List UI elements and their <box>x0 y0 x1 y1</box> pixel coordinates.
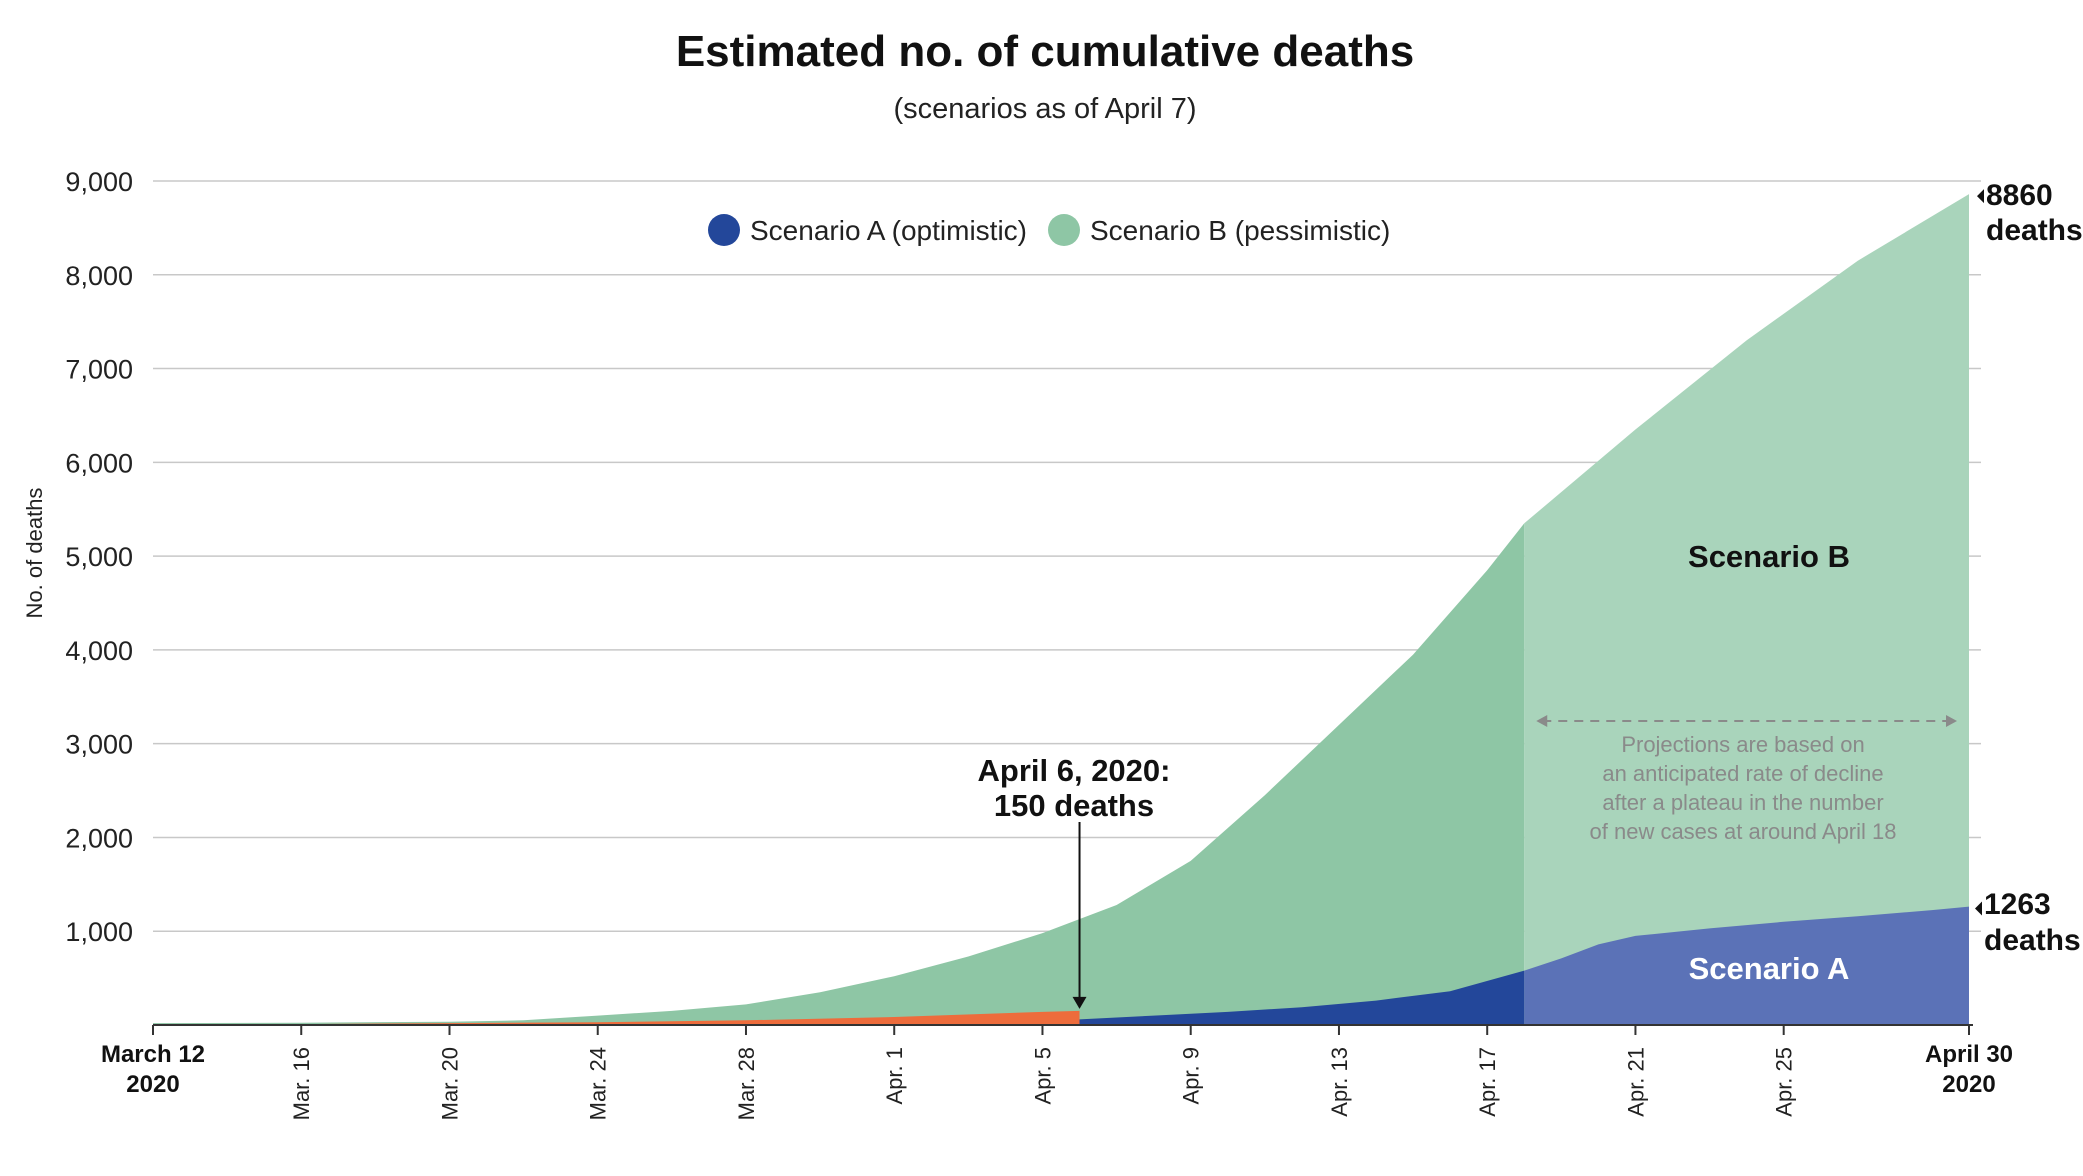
x-tick-label: March 12 <box>101 1041 205 1068</box>
scenario-a-area-projected-period <box>1524 906 1969 1025</box>
scenario-a-area-observed-period <box>1079 970 1525 1025</box>
y-tick-label: 6,000 <box>65 448 133 478</box>
y-tick-label: 1,000 <box>65 917 133 947</box>
y-axis-label: No. of deaths <box>22 488 47 619</box>
x-tick-label: Mar. 24 <box>586 1047 611 1120</box>
projection-note-line-3: after a plateau in the number <box>1602 790 1883 815</box>
end-b-value: 8860 <box>1986 179 2053 212</box>
end-b-pointer <box>1977 189 1984 204</box>
legend-swatch-scenario-a <box>708 214 740 246</box>
y-tick-label: 4,000 <box>65 636 133 666</box>
projection-note-line-2: an anticipated rate of decline <box>1602 761 1883 786</box>
projection-note-line-4: of new cases at around April 18 <box>1590 819 1897 844</box>
scenario-b-area-observed-period <box>153 523 1525 1025</box>
end-b-unit: deaths <box>1986 214 2083 247</box>
projection-arrow-right-head <box>1946 715 1957 727</box>
april6-arrow-head <box>1072 996 1087 1009</box>
legend-label-scenario-b: Scenario B (pessimistic) <box>1090 215 1390 246</box>
end-a-unit: deaths <box>1984 924 2081 957</box>
actual-deaths-area <box>153 1010 1080 1025</box>
x-tick-label: Apr. 5 <box>1030 1047 1055 1104</box>
x-tick-label: Apr. 9 <box>1179 1047 1204 1104</box>
april6-annotation-line2: 150 deaths <box>994 788 1154 823</box>
y-tick-label: 7,000 <box>65 355 133 385</box>
legend-label-scenario-a: Scenario A (optimistic) <box>750 215 1027 246</box>
x-tick-label: Apr. 13 <box>1327 1047 1352 1117</box>
april6-annotation-line1: April 6, 2020: <box>978 753 1171 788</box>
x-tick-label: April 30 <box>1925 1041 2013 1068</box>
end-a-pointer <box>1975 901 1982 916</box>
x-tick-label: Mar. 16 <box>289 1047 314 1120</box>
y-tick-label: 3,000 <box>65 730 133 760</box>
x-tick-label: Apr. 1 <box>882 1047 907 1104</box>
x-tick-label: Apr. 21 <box>1623 1047 1648 1117</box>
x-tick-label: Mar. 28 <box>734 1047 759 1120</box>
y-tick-label: 9,000 <box>65 167 133 197</box>
x-tick-label: Mar. 20 <box>437 1047 462 1120</box>
axis-layer: March 12 2020 Mar. 16 Mar. 20 Mar. 24 Mar. 28… <box>101 1024 2013 1120</box>
projection-arrow-left-head <box>1536 715 1548 727</box>
x-tick-label: Apr. 25 <box>1772 1047 1797 1117</box>
x-tick-label-year: 2020 <box>126 1071 179 1098</box>
end-a-value: 1263 <box>1984 888 2051 921</box>
scenario-b-area-label: Scenario B <box>1688 539 1850 574</box>
legend-swatch-scenario-b <box>1048 214 1080 246</box>
scenario-a-area-label: Scenario A <box>1689 951 1850 986</box>
legend: Scenario A (optimistic) Scenario B (pess… <box>708 214 1390 246</box>
chart-subtitle: (scenarios as of April 7) <box>893 93 1196 125</box>
projection-note-line-1: Projections are based on <box>1621 732 1864 757</box>
scenario-b-area-projected-period <box>1524 194 1969 1026</box>
annotation-layer: Scenario B Scenario A April 6, 2020: 150… <box>978 179 2083 1009</box>
x-tick-label-year: 2020 <box>1942 1071 1995 1098</box>
x-tick-label: Apr. 17 <box>1475 1047 1500 1117</box>
y-tick-label: 8,000 <box>65 261 133 291</box>
y-tick-label: 2,000 <box>65 823 133 853</box>
y-tick-label: 5,000 <box>65 542 133 572</box>
area-layer <box>153 194 1969 1026</box>
chart-title: Estimated no. of cumulative deaths <box>676 27 1414 76</box>
